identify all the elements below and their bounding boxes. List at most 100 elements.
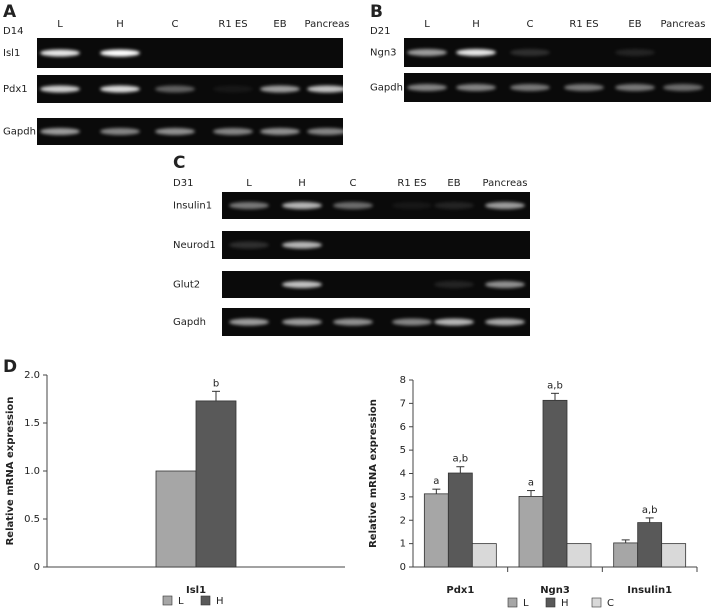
band bbox=[229, 202, 269, 209]
panel-label: B bbox=[370, 2, 383, 22]
error-bar bbox=[551, 392, 559, 401]
panel-label: C bbox=[173, 153, 185, 173]
x-tick-label: Pdx1 bbox=[446, 585, 474, 596]
band bbox=[307, 85, 347, 93]
band bbox=[155, 85, 195, 93]
band bbox=[485, 281, 525, 288]
band bbox=[485, 202, 525, 209]
y-tick-label: 0.5 bbox=[24, 514, 40, 525]
band bbox=[434, 281, 474, 288]
bar bbox=[518, 496, 544, 568]
panel-label: D bbox=[3, 357, 17, 377]
annotation: a,b bbox=[453, 454, 469, 465]
y-axis-label: Relative mRNA expression bbox=[5, 397, 16, 546]
annotation: b bbox=[213, 378, 219, 389]
band bbox=[407, 49, 447, 56]
error-bar bbox=[456, 466, 465, 474]
gene-label: Insulin1 bbox=[173, 201, 212, 212]
lane-label: R1 ES bbox=[569, 19, 598, 30]
legend-swatch bbox=[162, 595, 173, 606]
lane-label: Pancreas bbox=[305, 19, 350, 30]
band bbox=[392, 202, 432, 209]
day-label: D14 bbox=[3, 26, 23, 37]
gene-label: Ngn3 bbox=[370, 48, 397, 59]
y-tick-label: 1.0 bbox=[24, 466, 40, 477]
legend-swatch bbox=[545, 597, 556, 608]
band bbox=[434, 202, 474, 209]
lane-label: C bbox=[172, 19, 179, 30]
band bbox=[40, 128, 80, 135]
bar bbox=[613, 542, 639, 568]
y-tick-label: 5 bbox=[400, 445, 406, 456]
band bbox=[510, 84, 550, 91]
y-tick-label: 6 bbox=[400, 422, 406, 433]
x-tick-label: Insulin1 bbox=[627, 585, 672, 596]
day-label: D21 bbox=[370, 26, 390, 37]
lane-label: L bbox=[246, 178, 252, 189]
y-tick-label: 2 bbox=[400, 515, 406, 526]
band bbox=[213, 128, 253, 135]
gel-strip bbox=[404, 38, 711, 67]
annotation: a bbox=[528, 478, 534, 489]
gene-label: Gapdh bbox=[370, 83, 403, 94]
band bbox=[213, 85, 253, 93]
legend-swatch bbox=[507, 597, 518, 608]
bar bbox=[637, 522, 663, 568]
gel-strip bbox=[404, 73, 711, 102]
band bbox=[282, 281, 322, 288]
lane-label: R1 ES bbox=[218, 19, 247, 30]
gel-strip bbox=[37, 38, 343, 68]
y-tick-label: 7 bbox=[400, 398, 406, 409]
band bbox=[100, 49, 140, 57]
band bbox=[333, 318, 373, 326]
band bbox=[456, 49, 496, 56]
band bbox=[100, 85, 140, 93]
bar bbox=[566, 543, 592, 568]
panel-label: A bbox=[3, 2, 17, 22]
bar bbox=[447, 472, 473, 568]
error-bar bbox=[212, 390, 220, 401]
band bbox=[40, 49, 80, 57]
band bbox=[282, 202, 322, 209]
lane-label: H bbox=[116, 19, 124, 30]
band bbox=[333, 202, 373, 209]
band bbox=[434, 318, 474, 326]
band bbox=[615, 49, 655, 56]
gene-label: Pdx1 bbox=[3, 84, 28, 95]
lane-label: H bbox=[472, 19, 480, 30]
band bbox=[392, 318, 432, 326]
band bbox=[40, 85, 80, 93]
annotation: a,b bbox=[642, 505, 658, 516]
lane-label: H bbox=[298, 178, 306, 189]
lane-label: EB bbox=[447, 178, 460, 189]
band bbox=[510, 49, 550, 56]
band bbox=[663, 84, 703, 91]
x-tick-label: Isl1 bbox=[186, 585, 206, 596]
legend-label: H bbox=[561, 598, 569, 609]
gel-strip bbox=[222, 192, 530, 219]
legend-swatch bbox=[200, 595, 211, 606]
band bbox=[155, 128, 195, 135]
band bbox=[485, 318, 525, 326]
band bbox=[456, 84, 496, 91]
legend-label: H bbox=[216, 596, 224, 607]
band bbox=[615, 84, 655, 91]
bar bbox=[155, 470, 197, 568]
gel-strip bbox=[222, 308, 530, 336]
gel-strip bbox=[222, 231, 530, 259]
band bbox=[564, 84, 604, 91]
lane-label: L bbox=[424, 19, 430, 30]
band bbox=[282, 241, 322, 249]
y-tick-label: 0 bbox=[400, 562, 406, 573]
lane-label: EB bbox=[273, 19, 286, 30]
y-axis-label: Relative mRNA expression bbox=[368, 399, 379, 548]
y-tick-label: 2.0 bbox=[24, 370, 40, 381]
gel-strip bbox=[222, 271, 530, 298]
band bbox=[260, 128, 300, 135]
gene-label: Glut2 bbox=[173, 280, 200, 291]
band bbox=[307, 128, 347, 135]
legend-label: C bbox=[607, 598, 614, 609]
band bbox=[229, 318, 269, 326]
y-tick-label: 1 bbox=[400, 539, 406, 550]
